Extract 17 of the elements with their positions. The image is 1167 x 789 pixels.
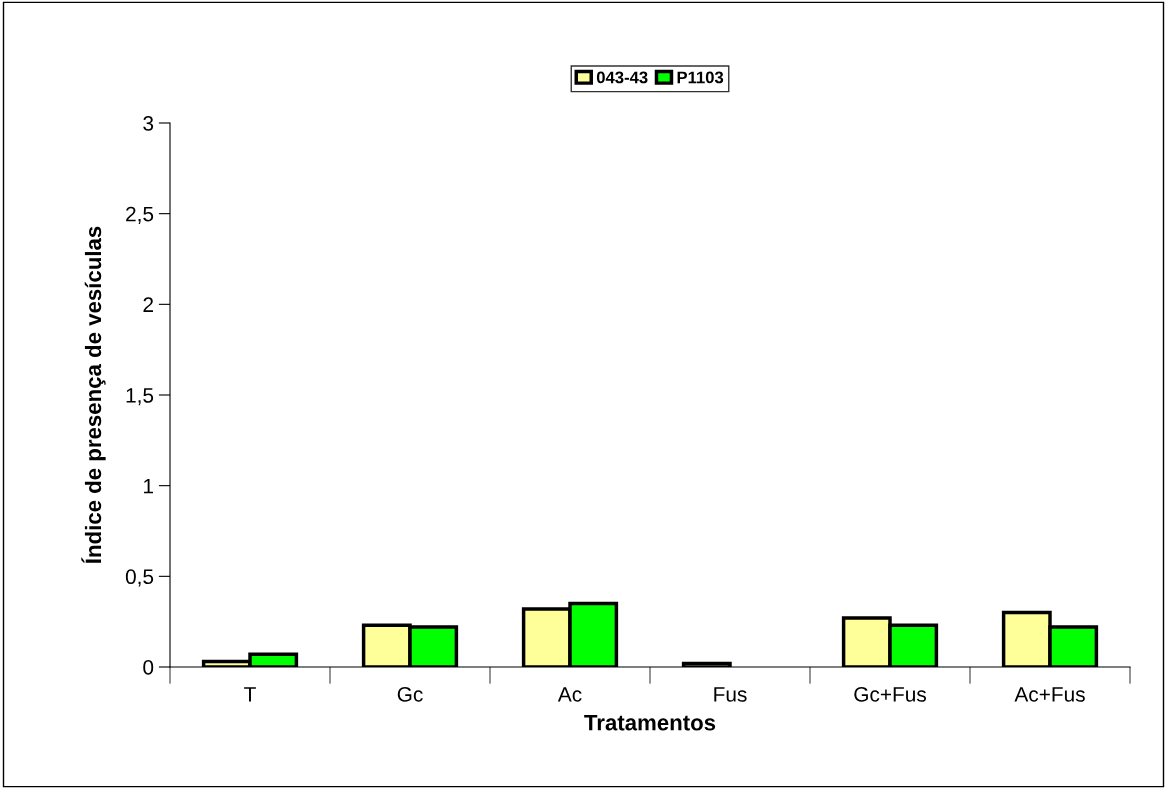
x-axis-title: Tratamentos bbox=[584, 715, 716, 731]
x-tick-label: T bbox=[244, 687, 256, 702]
y-tick-label: 3 bbox=[143, 116, 154, 131]
y-tick-label: 2 bbox=[143, 297, 153, 312]
x-tick-label: Ac bbox=[557, 687, 582, 702]
y-tick-label: 2,5 bbox=[126, 206, 154, 224]
y-tick-label: 0,5 bbox=[125, 569, 154, 587]
y-tick-label: 1 bbox=[144, 478, 154, 494]
x-tick-label: Gc+Fus bbox=[854, 686, 927, 702]
y-axis-title: Índice de presença de vesículas bbox=[81, 226, 106, 564]
x-tick-label: Gc bbox=[397, 686, 423, 702]
x-tick-label: Ac+Fus bbox=[1014, 687, 1085, 702]
y-tick-label: 1,5 bbox=[126, 388, 154, 406]
y-tick-label: 0 bbox=[143, 660, 154, 675]
legend-label: 043-43 bbox=[596, 71, 648, 84]
x-tick-label: Fus bbox=[714, 687, 747, 702]
legend-label: P1103 bbox=[677, 71, 724, 84]
